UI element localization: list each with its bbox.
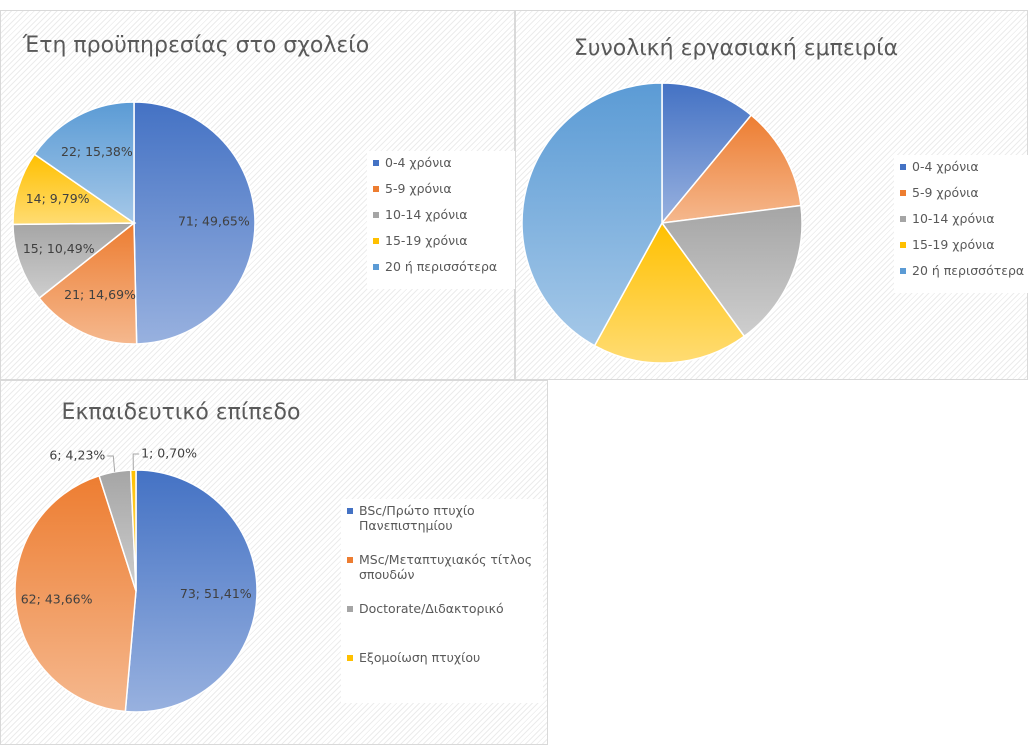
legend-label: MSc/Μεταπτυχιακός τίτλος σπουδών	[359, 552, 533, 582]
chart-panel: Εκπαιδευτικό επίπεδο 73; 51,41% 62; 43,66%…	[0, 380, 548, 745]
legend-label: Doctorate/Διδακτορικό	[359, 601, 504, 616]
legend-label: BSc/Πρώτο πτυχίο Πανεπιστημίου	[359, 503, 475, 533]
data-label: 14; 9,79%	[26, 191, 90, 206]
chart-title: Εκπαιδευτικό επίπεδο	[62, 400, 301, 425]
chart-panel: Συνολική εργασιακή εμπειρία 0-4 χρόνια 5-…	[515, 10, 1028, 380]
legend-label: 10-14 χρόνια	[385, 207, 468, 222]
chart: Έτη προϋπηρεσίας στο σχολείο 71; 49,65% 21…	[12, 33, 369, 345]
legend-label: 5-9 χρόνια	[385, 181, 452, 196]
legend: 0-4 χρόνια 5-9 χρόνια 10-14 χρόνια 15-19 χρ…	[367, 151, 519, 289]
pie-slice	[660, 114, 802, 224]
chart-title: Συνολική εργασιακή εμπειρία	[574, 36, 898, 61]
legend-swatch	[900, 164, 906, 170]
legend-label: 10-14 χρόνια	[912, 211, 995, 226]
legend-item: MSc/Μεταπτυχιακός τίτλος σπουδών	[347, 552, 537, 590]
data-label: 22; 15,38%	[61, 144, 133, 159]
legend-swatch	[347, 508, 353, 514]
pie-slice	[12, 222, 137, 300]
leader-line	[107, 455, 116, 472]
pie-slice	[12, 153, 137, 226]
legend: BSc/Πρώτο πτυχίο Πανεπιστημίου MSc/Μεταπτ…	[341, 499, 543, 703]
legend-item: 5-9 χρόνια	[373, 181, 513, 196]
legend-label: 20 ή περισσότερα	[385, 259, 498, 274]
pie-slice	[133, 101, 256, 345]
legend-swatch	[373, 264, 379, 270]
pie-slice	[660, 204, 803, 338]
legend-item: BSc/Πρώτο πτυχίο Πανεπιστημίου	[347, 503, 537, 541]
legend-item: 5-9 χρόνια	[900, 185, 1028, 200]
pie-slice	[661, 82, 753, 226]
leader-line	[132, 453, 140, 471]
legend-swatch	[373, 212, 379, 218]
legend-item: 15-19 χρόνια	[373, 233, 513, 248]
legend-swatch	[900, 268, 906, 274]
data-label: 21; 14,69%	[64, 287, 136, 302]
legend-label: 15-19 χρόνια	[912, 237, 995, 252]
legend-label: 20 ή περισσότερα	[912, 263, 1025, 278]
pie-slice	[124, 469, 258, 713]
legend-label: 0-4 χρόνια	[912, 159, 979, 174]
pie-slice	[14, 474, 137, 713]
chart: Συνολική εργασιακή εμπειρία	[521, 36, 898, 364]
legend-item: Εξομοίωση πτυχίου	[347, 650, 537, 688]
legend-label: 15-19 χρόνια	[385, 233, 468, 248]
legend-item: 0-4 χρόνια	[373, 155, 513, 170]
legend-item: 15-19 χρόνια	[900, 237, 1028, 252]
legend-item: 10-14 χρόνια	[900, 211, 1028, 226]
legend-swatch	[347, 557, 353, 563]
legend-item: 10-14 χρόνια	[373, 207, 513, 222]
pie-slice	[38, 221, 138, 345]
pie-slice	[521, 82, 663, 347]
legend-item: 0-4 χρόνια	[900, 159, 1028, 174]
chart-title: Έτη προϋπηρεσίας στο σχολείο	[22, 33, 369, 58]
data-label: 73; 51,41%	[180, 586, 252, 601]
legend-swatch	[347, 606, 353, 612]
legend-label: 0-4 χρόνια	[385, 155, 452, 170]
legend-swatch	[373, 238, 379, 244]
pie-slice	[593, 221, 746, 364]
legend-swatch	[900, 190, 906, 196]
data-label: 1; 0,70%	[141, 446, 197, 461]
legend-swatch	[373, 160, 379, 166]
chart: Εκπαιδευτικό επίπεδο 73; 51,41% 62; 43,66%…	[14, 400, 301, 713]
legend-swatch	[900, 242, 906, 248]
legend-item: 20 ή περισσότερα	[900, 263, 1028, 278]
data-label: 6; 4,23%	[49, 448, 105, 463]
legend-swatch	[900, 216, 906, 222]
chart-panel: Έτη προϋπηρεσίας στο σχολείο 71; 49,65% 21…	[0, 10, 519, 380]
pie-slice	[33, 101, 135, 225]
data-label: 62; 43,66%	[21, 591, 93, 606]
legend-item: Doctorate/Διδακτορικό	[347, 601, 537, 639]
legend-swatch	[347, 655, 353, 661]
data-label: 71; 49,65%	[178, 214, 250, 229]
legend-label: Εξομοίωση πτυχίου	[359, 650, 481, 665]
legend-swatch	[373, 186, 379, 192]
data-label: 15; 10,49%	[23, 241, 95, 256]
legend-label: 5-9 χρόνια	[912, 185, 979, 200]
legend: 0-4 χρόνια 5-9 χρόνια 10-14 χρόνια 15-19 χρ…	[894, 155, 1028, 293]
legend-item: 20 ή περισσότερα	[373, 259, 513, 274]
